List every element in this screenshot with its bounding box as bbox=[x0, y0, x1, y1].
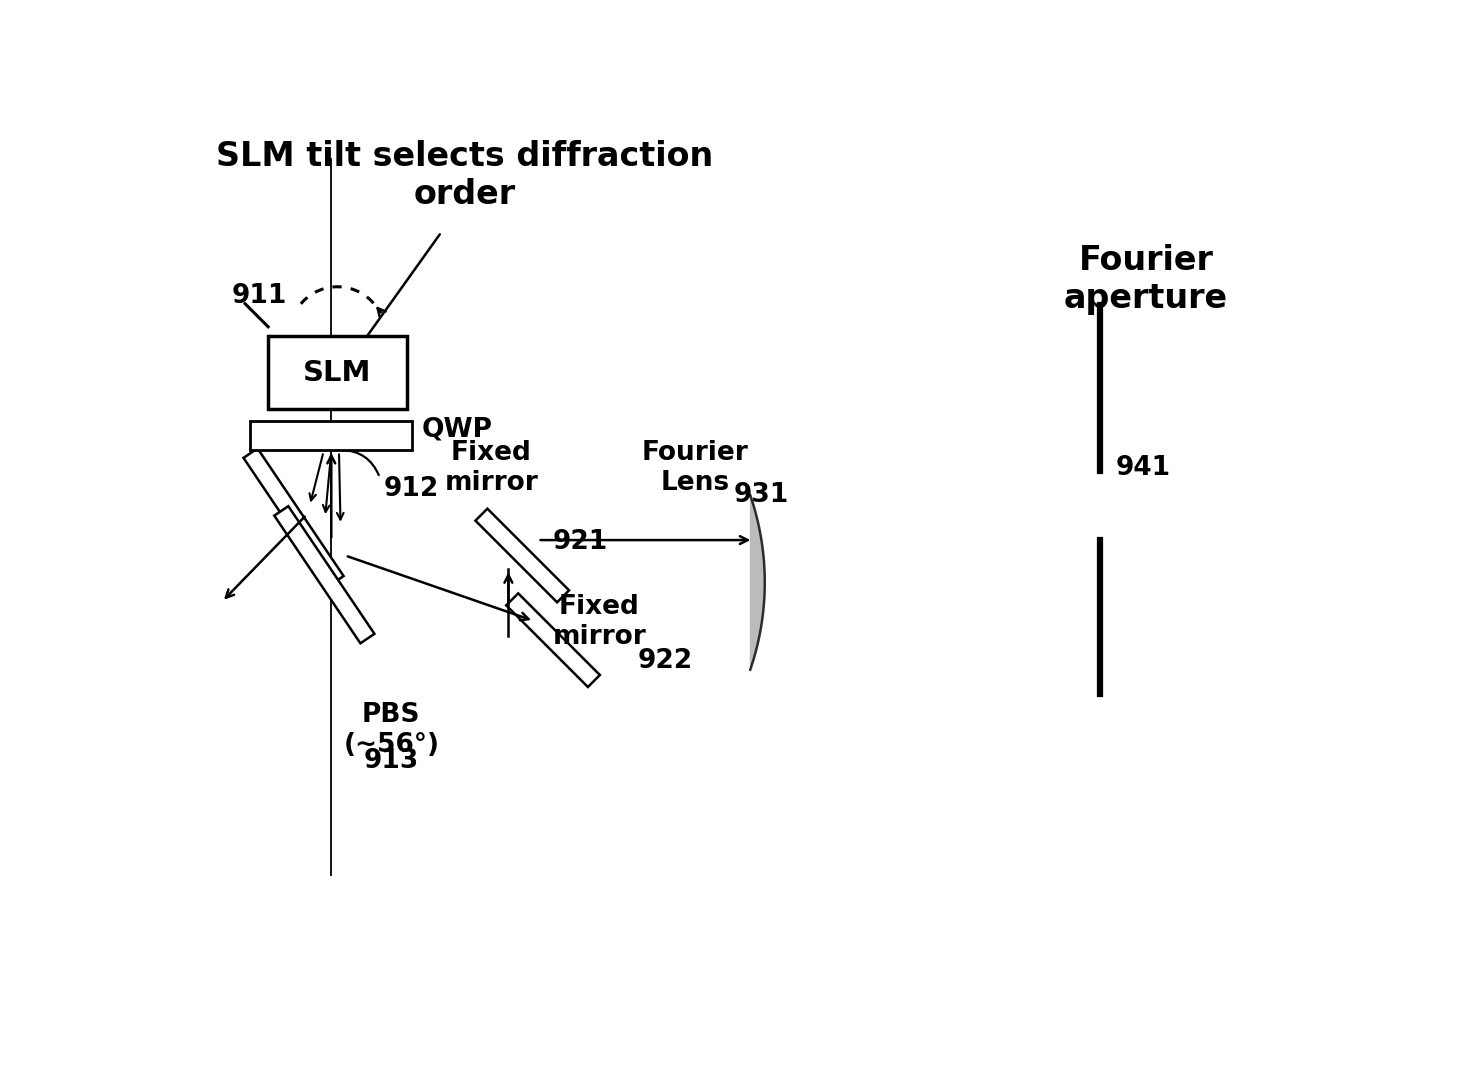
Text: SLM tilt selects diffraction
order: SLM tilt selects diffraction order bbox=[216, 140, 712, 211]
Polygon shape bbox=[275, 507, 375, 644]
Text: 931: 931 bbox=[733, 483, 789, 509]
Text: SLM: SLM bbox=[303, 359, 372, 387]
Text: 913: 913 bbox=[364, 748, 419, 774]
Text: 941: 941 bbox=[1115, 455, 1171, 482]
Text: Fixed
mirror: Fixed mirror bbox=[552, 594, 646, 650]
Text: Fourier
aperture: Fourier aperture bbox=[1064, 243, 1228, 315]
Text: 922: 922 bbox=[638, 648, 693, 674]
Text: QWP: QWP bbox=[422, 416, 492, 442]
Bar bbox=[269, 336, 407, 409]
Polygon shape bbox=[244, 449, 344, 586]
Text: Fixed
mirror: Fixed mirror bbox=[445, 440, 538, 496]
Text: 911: 911 bbox=[232, 283, 288, 309]
Bar bbox=[250, 421, 413, 450]
Polygon shape bbox=[476, 509, 569, 602]
Text: 921: 921 bbox=[552, 528, 608, 554]
Text: 912: 912 bbox=[383, 476, 439, 502]
Text: PBS
(∼56°): PBS (∼56°) bbox=[344, 702, 439, 758]
Polygon shape bbox=[507, 594, 599, 687]
Text: Fourier
Lens: Fourier Lens bbox=[642, 440, 749, 496]
